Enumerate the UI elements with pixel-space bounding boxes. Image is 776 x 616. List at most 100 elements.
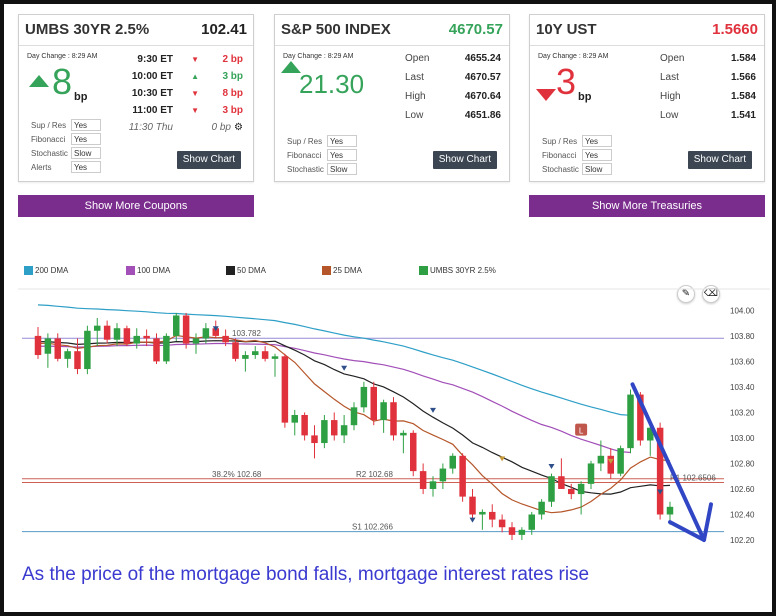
show-chart-button[interactable]: Show Chart (687, 151, 752, 169)
show-chart-button[interactable]: Show Chart (432, 151, 497, 169)
show-more-treasuries-button[interactable]: Show More Treasuries (529, 195, 765, 217)
show-chart-button[interactable]: Show Chart (176, 151, 241, 169)
up-arrow-icon (29, 75, 49, 87)
candle-body (360, 386, 368, 408)
y-tick-label: 102.20 (730, 536, 755, 545)
candle (647, 425, 654, 456)
candle-body (380, 402, 387, 421)
setting-label: Fibonacci (287, 151, 322, 160)
setting-value[interactable]: Yes (71, 119, 101, 131)
candle (133, 328, 140, 349)
candle (173, 312, 180, 341)
candle-body (538, 501, 545, 515)
candle-body (153, 338, 160, 362)
candle-body (498, 519, 506, 528)
candle-body (587, 463, 595, 484)
candle (469, 488, 476, 520)
setting-label: Stochastic (542, 165, 579, 174)
sp500-card[interactable]: S&P 500 INDEX 4670.57 Day Change : 8:29 … (274, 14, 510, 182)
day-change-label: Day Change : 8:29 AM (27, 53, 98, 60)
y-tick-label: 103.60 (730, 357, 755, 366)
label-marker-text: L (579, 427, 584, 436)
candle (597, 440, 605, 472)
quote-table: Open 4655.24 Last 4670.57 High 4670.64 Low 4… (405, 49, 501, 125)
setting-value[interactable]: Yes (71, 133, 101, 145)
candle-body (222, 335, 229, 343)
divider (19, 45, 253, 46)
day-change-unit: bp (74, 91, 88, 103)
intraday-value: 8 bp (222, 88, 243, 99)
legend-item-25dma[interactable]: 25 DMA (322, 266, 362, 275)
candle (281, 353, 289, 428)
setting-label: Sup / Res (542, 137, 578, 146)
down-triangle-icon: ▼ (191, 55, 199, 64)
candle-body (548, 476, 555, 502)
signal-marker (657, 489, 664, 495)
setting-value[interactable]: Yes (582, 149, 612, 161)
candle (163, 333, 170, 364)
candle-body (577, 483, 585, 495)
card-title: 10Y UST (536, 21, 597, 38)
candle-body (192, 338, 200, 344)
settings-table: Sup / Res Yes Fibonacci Yes Stochastic Slow… (31, 119, 101, 175)
setting-value[interactable]: Yes (582, 135, 612, 147)
candle-body (558, 476, 565, 489)
price-chart[interactable]: 103.782 38.2% 102.68 R2 102.68 R1 102.6506 S… (18, 280, 770, 552)
candle (419, 463, 427, 495)
intraday-row: 10:30 ET ▼ 8 bp (125, 85, 247, 102)
candle (311, 425, 318, 459)
candle (479, 509, 486, 530)
setting-label: Sup / Res (31, 121, 67, 130)
show-more-coupons-button[interactable]: Show More Coupons (18, 195, 254, 217)
level-label: S1 102.266 (352, 523, 393, 532)
candle (528, 511, 535, 535)
candle (627, 389, 634, 454)
ust10y-card[interactable]: 10Y UST 1.5660 Day Change : 8:29 AM 3 bp… (529, 14, 765, 182)
legend-item-100dma[interactable]: 100 DMA (126, 266, 170, 275)
setting-value[interactable]: Slow (327, 163, 357, 175)
candle (410, 430, 417, 477)
setting-value[interactable]: Yes (327, 135, 357, 147)
quote-value: 4670.57 (464, 72, 501, 83)
umbs-card[interactable]: UMBS 30YR 2.5% 102.41 Day Change : 8:29 … (18, 14, 254, 182)
signal-marker (212, 326, 219, 332)
level-label: 38.2% 102.68 (212, 470, 262, 479)
candle-body (44, 338, 52, 354)
legend-swatch (126, 266, 135, 275)
candle-body (390, 402, 397, 436)
candle (568, 483, 575, 500)
intraday-row: 9:30 ET ▼ 2 bp (125, 51, 247, 68)
legend-item-umbs[interactable]: UMBS 30YR 2.5% (419, 266, 496, 275)
settings-table: Sup / Res Yes Fibonacci Yes Stochastic Slow (542, 135, 612, 177)
candle (449, 453, 456, 474)
setting-value[interactable]: Yes (327, 149, 357, 161)
quote-label: High (660, 91, 681, 102)
y-tick-label: 102.80 (730, 459, 755, 468)
candle-body (459, 455, 466, 497)
candle (94, 318, 101, 347)
down-triangle-icon: ▼ (191, 89, 199, 98)
candle-body (617, 448, 624, 474)
candle-body (163, 335, 170, 362)
setting-value[interactable]: Slow (582, 163, 612, 175)
legend-item-50dma[interactable]: 50 DMA (226, 266, 266, 275)
candle (321, 414, 328, 449)
card-title: S&P 500 INDEX (281, 21, 391, 38)
signal-marker (430, 407, 436, 413)
candle-body (301, 414, 308, 436)
down-triangle-icon: ▼ (191, 106, 199, 115)
candle (74, 338, 81, 375)
legend-item-200dma[interactable]: 200 DMA (24, 266, 68, 275)
setting-value[interactable]: Yes (71, 161, 101, 173)
intraday-time: 9:30 ET (137, 54, 173, 65)
candle (400, 430, 407, 454)
candle (242, 351, 249, 372)
candle-body (84, 330, 91, 370)
gear-icon[interactable]: ⚙ (234, 122, 243, 133)
y-tick-label: 103.00 (730, 434, 755, 443)
setting-label: Fibonacci (31, 135, 66, 144)
setting-value[interactable]: Slow (71, 147, 101, 159)
card-price: 4670.57 (448, 21, 503, 38)
candle (380, 399, 387, 433)
